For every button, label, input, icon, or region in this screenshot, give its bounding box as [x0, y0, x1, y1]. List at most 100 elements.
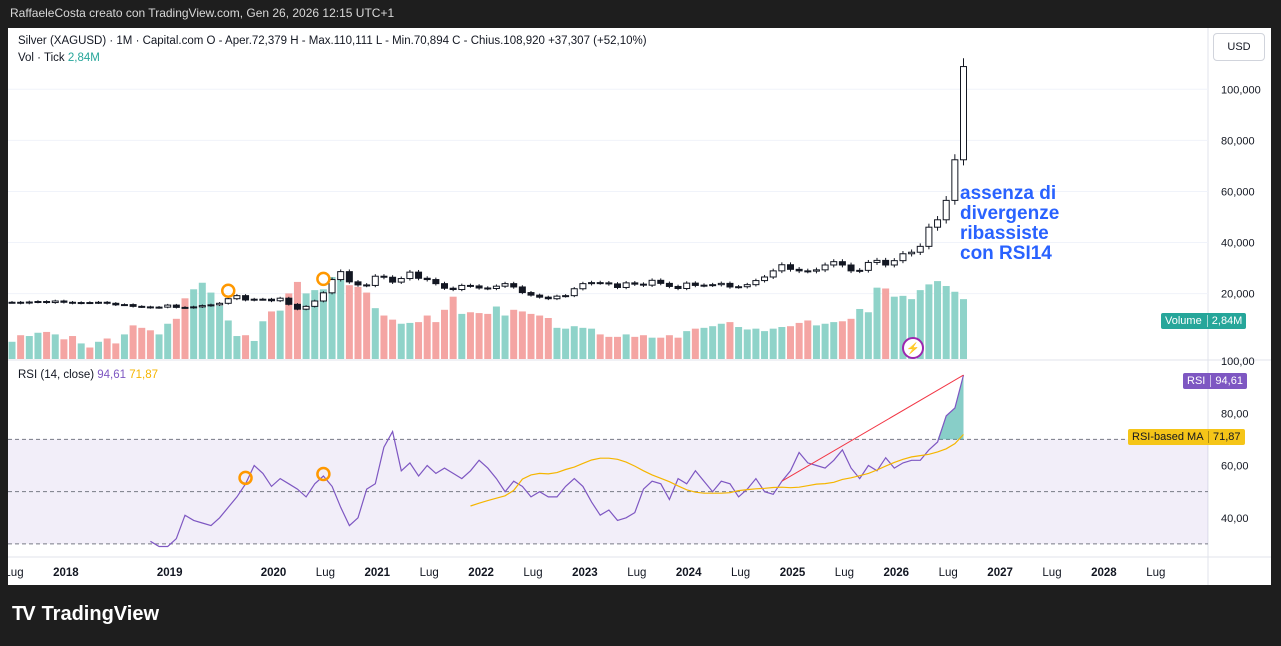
volume-bar: [596, 334, 604, 359]
volume-bar: [389, 319, 397, 359]
volume-bar: [466, 312, 474, 359]
candle-body: [190, 306, 198, 309]
candle-body: [821, 264, 829, 271]
candle-body: [752, 280, 760, 286]
tradingview-logo-icon: TV: [12, 603, 36, 625]
rsi-legend-value: 94,61: [97, 369, 127, 381]
candle-body: [164, 304, 172, 308]
time-tick-label: 2021: [365, 567, 391, 579]
rsi-tick-label: 60,00: [1221, 461, 1249, 473]
peak-marker: [316, 271, 331, 287]
candle-body: [224, 298, 232, 304]
volume-bar: [847, 318, 855, 359]
candle-body: [449, 287, 457, 291]
volume-bar: [190, 289, 198, 359]
currency-button[interactable]: USD: [1213, 33, 1265, 61]
volume-bar: [726, 322, 734, 359]
candle-body: [882, 259, 890, 266]
candle-body: [778, 264, 786, 272]
candle-body: [242, 295, 250, 301]
candle-body: [536, 294, 544, 298]
volume-legend-label: Vol · Tick: [18, 52, 65, 64]
candle-body: [596, 282, 604, 285]
volume-bar: [345, 285, 353, 359]
chart-canvas[interactable]: 100,000 80,000 60,000 40,000 20,000 100,00 80…: [8, 28, 1271, 585]
candle-body: [432, 279, 440, 285]
volume-bar: [674, 337, 682, 359]
time-tick-label: Lug: [1042, 567, 1061, 579]
volume-bar: [864, 312, 872, 359]
volume-bar: [250, 340, 258, 359]
candle-body: [60, 300, 68, 303]
volume-bar: [735, 327, 743, 359]
volume-bar: [890, 296, 898, 359]
time-axis: Lug 2018 2019 2020 Lug 2021 Lug 2022 Lug 2023 Lug 2…: [8, 567, 1165, 579]
volume-bar: [172, 318, 180, 359]
rsi-ma-line: [470, 434, 964, 507]
candle-body: [250, 298, 258, 301]
time-tick-label: 2025: [780, 567, 806, 579]
candle-body: [856, 269, 864, 272]
volume-bar: [86, 347, 94, 359]
candle-body: [553, 295, 561, 300]
time-tick-label: Lug: [939, 567, 958, 579]
price-tick-label: 60,000: [1221, 186, 1255, 198]
time-tick-label: 2026: [884, 567, 910, 579]
candle-body: [847, 264, 855, 272]
candle-body: [181, 306, 189, 309]
candle-body: [397, 278, 405, 283]
candle-body: [86, 302, 94, 305]
volume-bar: [181, 298, 189, 359]
rsi-legend: RSI (14, close) 94,61 71,87: [18, 369, 158, 381]
volume-bar: [588, 328, 596, 359]
peak-marker: [221, 283, 236, 298]
rsi-tick-label: 40,00: [1221, 513, 1249, 525]
price-tick-label: 20,000: [1221, 289, 1255, 301]
candle-body: [345, 271, 353, 283]
volume-bar: [778, 327, 786, 359]
rsi-tag: RSI 94,61: [1183, 373, 1247, 389]
time-tick-label: 2027: [987, 567, 1013, 579]
volume-bar: [95, 341, 102, 359]
candle-body: [268, 298, 275, 302]
volume-bar: [259, 321, 267, 359]
rsi-tick-label: 100,00: [1221, 356, 1255, 368]
candle-body: [726, 282, 734, 288]
candle-body: [761, 276, 769, 282]
volume-bar: [475, 313, 483, 359]
candle-body: [562, 295, 570, 298]
candle-body: [812, 269, 820, 272]
volume-tag-value: 2,84M: [1206, 315, 1243, 327]
volume-bar: [406, 322, 414, 359]
tradingview-logo[interactable]: TV TradingView: [12, 603, 159, 626]
lightning-icon[interactable]: ⚡: [902, 337, 924, 359]
volume-bar: [700, 327, 708, 359]
volume-bar: [458, 313, 466, 359]
peak-marker: [316, 466, 331, 482]
candle-body: [804, 270, 812, 273]
candle-body: [103, 301, 111, 304]
candle-body: [622, 282, 630, 288]
candle-body: [709, 284, 717, 287]
volume-bar: [743, 329, 751, 359]
rsi-line: [150, 374, 965, 548]
candle-body: [899, 253, 907, 262]
candle-body: [259, 298, 267, 301]
volume-bar: [631, 336, 639, 359]
candle-body: [873, 259, 881, 263]
volume-bar: [942, 286, 950, 359]
volume-bar: [337, 278, 345, 359]
volume-bar: [614, 336, 621, 359]
volume-bar: [570, 326, 578, 359]
volume-bar: [268, 311, 275, 359]
candle-body: [925, 226, 933, 247]
volume-bar: [709, 326, 717, 359]
chart-frame: 100,000 80,000 60,000 40,000 20,000 100,00 80…: [8, 28, 1271, 585]
candle-body: [311, 300, 319, 307]
volume-bar: [207, 292, 215, 359]
volume-bar: [311, 290, 319, 359]
candle-body: [319, 292, 327, 302]
candle-body: [8, 301, 16, 304]
volume-bar: [415, 322, 423, 359]
volume-bar: [138, 327, 146, 359]
